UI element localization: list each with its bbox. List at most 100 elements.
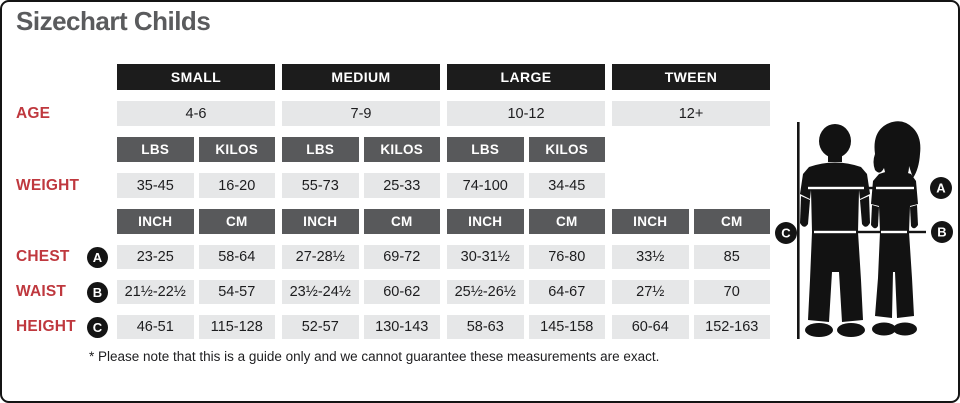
unit-header-inch: INCH: [282, 209, 359, 234]
boy-silhouette: [800, 124, 870, 337]
unit-header-pair: LBS KILOS: [447, 137, 605, 162]
height-inch-cell-tween: 60-64: [612, 315, 689, 339]
chest-label-text: CHEST: [16, 248, 70, 265]
waist-cm-cell-medium: 60-62: [363, 280, 440, 304]
unit-header-pair: LBS KILOS: [282, 137, 440, 162]
value-pair: 58-63 145-158: [447, 315, 605, 339]
waist-inch-cell-medium: 23½-24½: [282, 280, 359, 304]
figure-badge-b-label: B: [937, 225, 946, 240]
unit-header-lbs: LBS: [117, 137, 194, 162]
chest-inch-cell-medium: 27-28½: [282, 245, 359, 269]
waist-label-text: WAIST: [16, 283, 67, 300]
age-cell-large: 10-12: [447, 101, 605, 126]
unit-header-pair: INCH CM: [282, 209, 440, 234]
height-line: [797, 122, 800, 339]
waist-inch-cell-small: 21½-22½: [117, 280, 194, 304]
waist-line: [812, 230, 926, 234]
value-pair: 27-28½ 69-72: [282, 245, 440, 269]
chest-inch-cell-tween: 33½: [612, 245, 689, 269]
unit-header-inch: INCH: [612, 209, 689, 234]
row-spacer: [612, 137, 770, 162]
chest-cm-cell-large: 76-80: [528, 245, 605, 269]
row-label-height: HEIGHT C: [14, 315, 110, 339]
unit-header-cm: CM: [693, 209, 770, 234]
size-header-tween: TWEEN: [612, 64, 770, 90]
waist-badge-b: B: [87, 281, 108, 303]
unit-header-kilos: KILOS: [198, 137, 275, 162]
unit-header-inch: INCH: [447, 209, 524, 234]
chest-cm-cell-small: 58-64: [198, 245, 275, 269]
measurement-figure-svg: A B C: [775, 121, 953, 339]
value-pair: 74-100 34-45: [447, 173, 605, 198]
disclaimer-note: * Please note that this is a guide only …: [89, 349, 660, 364]
unit-header-cm: CM: [198, 209, 275, 234]
unit-header-lbs: LBS: [447, 137, 524, 162]
figure-badges: A B C: [775, 177, 953, 244]
figure-badge-a-circle: [930, 177, 952, 199]
figure-badge-c-circle: [775, 222, 797, 244]
height-inch-cell-large: 58-63: [447, 315, 524, 339]
size-header-small: SMALL: [117, 64, 275, 90]
chest-cm-cell-tween: 85: [693, 245, 770, 269]
value-pair: 27½ 70: [612, 280, 770, 304]
row-spacer: [612, 173, 770, 198]
corner-spacer: [14, 64, 110, 90]
value-pair: 23-25 58-64: [117, 245, 275, 269]
value-pair: 33½ 85: [612, 245, 770, 269]
unit-header-pair: INCH CM: [612, 209, 770, 234]
weight-lbs-cell-medium: 55-73: [282, 173, 359, 198]
chest-cm-cell-medium: 69-72: [363, 245, 440, 269]
value-pair: 46-51 115-128: [117, 315, 275, 339]
waist-inch-cell-large: 25½-26½: [447, 280, 524, 304]
height-cm-cell-small: 115-128: [198, 315, 275, 339]
value-pair: 52-57 130-143: [282, 315, 440, 339]
waist-cm-cell-large: 64-67: [528, 280, 605, 304]
girl-silhouette: [871, 121, 921, 336]
value-pair: 21½-22½ 54-57: [117, 280, 275, 304]
waist-cm-cell-tween: 70: [693, 280, 770, 304]
height-cm-cell-medium: 130-143: [363, 315, 440, 339]
height-badge-c: C: [87, 316, 108, 338]
figure-badge-c-label: C: [781, 226, 791, 241]
waist-inch-cell-tween: 27½: [612, 280, 689, 304]
chest-inch-cell-large: 30-31½: [447, 245, 524, 269]
value-pair: 60-64 152-163: [612, 315, 770, 339]
row-spacer: [14, 209, 110, 234]
weight-lbs-cell-small: 35-45: [117, 173, 194, 198]
unit-header-cm: CM: [528, 209, 605, 234]
weight-lbs-cell-large: 74-100: [447, 173, 524, 198]
unit-header-kilos: KILOS: [363, 137, 440, 162]
weight-kilos-cell-large: 34-45: [528, 173, 605, 198]
unit-header-lbs: LBS: [282, 137, 359, 162]
page-title: Sizechart Childs: [16, 6, 211, 36]
value-pair: 55-73 25-33: [282, 173, 440, 198]
row-label-chest: CHEST A: [14, 245, 110, 269]
chest-inch-cell-small: 23-25: [117, 245, 194, 269]
row-spacer: [14, 137, 110, 162]
value-pair: 35-45 16-20: [117, 173, 275, 198]
weight-kilos-cell-medium: 25-33: [363, 173, 440, 198]
row-label-waist: WAIST B: [14, 280, 110, 304]
height-label-text: HEIGHT: [16, 318, 76, 335]
weight-kilos-cell-small: 16-20: [198, 173, 275, 198]
unit-header-pair: LBS KILOS: [117, 137, 275, 162]
unit-header-pair: INCH CM: [117, 209, 275, 234]
measurement-line-highlights: [808, 186, 914, 234]
height-cm-cell-tween: 152-163: [693, 315, 770, 339]
size-header-medium: MEDIUM: [282, 64, 440, 90]
value-pair: 23½-24½ 60-62: [282, 280, 440, 304]
children-silhouette-illustration: A B C: [772, 112, 957, 349]
height-inch-cell-small: 46-51: [117, 315, 194, 339]
row-label-age: AGE: [16, 104, 51, 122]
age-cell-medium: 7-9: [282, 101, 440, 126]
height-inch-cell-medium: 52-57: [282, 315, 359, 339]
value-pair: 30-31½ 76-80: [447, 245, 605, 269]
unit-header-inch: INCH: [117, 209, 194, 234]
height-cm-cell-large: 145-158: [528, 315, 605, 339]
row-label-weight: WEIGHT: [16, 176, 80, 194]
age-cell-small: 4-6: [117, 101, 275, 126]
figure-badge-b-circle: [931, 221, 953, 243]
value-pair: 25½-26½ 64-67: [447, 280, 605, 304]
chest-badge-a: A: [87, 246, 108, 268]
